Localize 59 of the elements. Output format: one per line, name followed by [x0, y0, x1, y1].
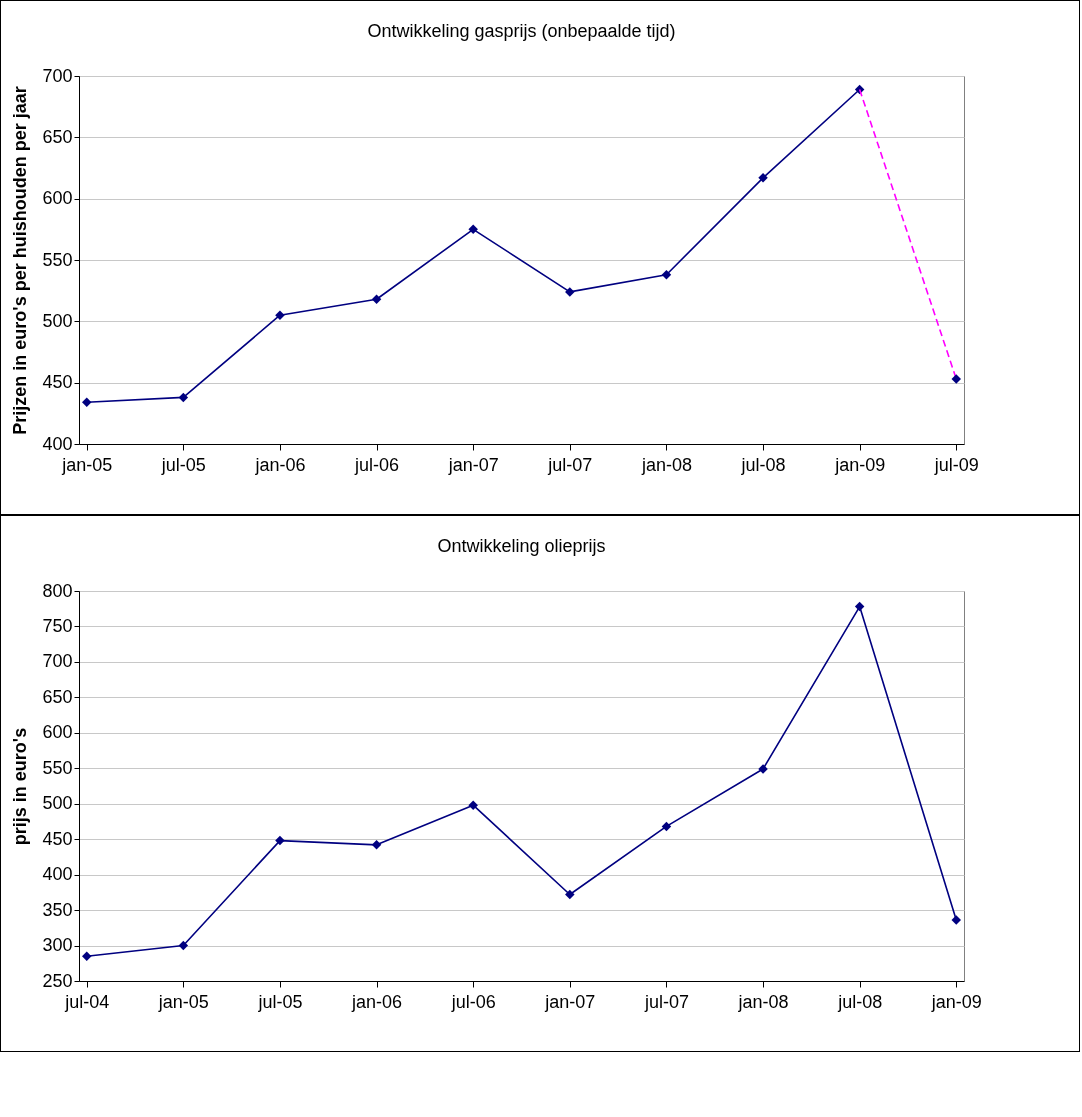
y-tick-label: 650	[42, 126, 73, 147]
chart-title: Ontwikkeling olieprijs	[437, 536, 606, 556]
x-tick-label: jul-09	[933, 454, 979, 475]
point	[468, 224, 478, 235]
x-tick-label: jul-08	[740, 454, 786, 475]
point	[854, 601, 865, 612]
y-axis-title: Prijzen in euro's per huishouden per jaar	[10, 86, 31, 435]
y-tick-label: 400	[42, 433, 73, 454]
x-tick-label: jan-08	[640, 454, 692, 475]
point	[371, 294, 382, 304]
x-tick-label: jan-09	[834, 454, 886, 475]
y-tick-label: 300	[42, 935, 73, 956]
point	[178, 940, 189, 951]
y-tick-label: 350	[42, 899, 73, 920]
x-tick-label: jul-08	[837, 991, 883, 1012]
y-tick-label: 250	[42, 970, 73, 991]
x-tick-label: jul-06	[450, 991, 496, 1012]
y-tick-label: 500	[42, 793, 73, 814]
x-tick-label: jan-09	[930, 991, 982, 1012]
point	[661, 269, 672, 280]
y-tick-label: 450	[42, 372, 73, 393]
x-tick-label: jan-05	[61, 454, 113, 475]
point	[565, 889, 575, 900]
y-tick-label: 400	[42, 864, 73, 885]
x-tick-label: jan-07	[544, 991, 596, 1012]
y-tick-label: 600	[42, 188, 73, 209]
x-tick-label: jul-06	[354, 454, 400, 475]
x-tick-label: jan-05	[157, 991, 209, 1012]
chart-title: Ontwikkeling gasprijs (onbepaalde tijd)	[367, 21, 676, 41]
y-tick-label: 550	[42, 249, 73, 270]
point	[951, 374, 962, 384]
x-tick-label: jul-05	[257, 991, 303, 1012]
y-tick-label: 800	[42, 580, 73, 601]
x-tick-label: jul-04	[64, 991, 110, 1012]
y-tick-label: 600	[42, 722, 73, 743]
point	[565, 287, 575, 297]
point	[371, 840, 382, 850]
point	[178, 392, 189, 403]
x-tick-label: jul-05	[160, 454, 206, 475]
y-tick-label: 500	[42, 310, 73, 331]
y-tick-label: 700	[42, 65, 73, 86]
point	[81, 397, 92, 408]
x-tick-label: jul-07	[547, 454, 593, 475]
x-tick-label: jan-06	[351, 991, 403, 1012]
y-axis-title: prijs in euro's	[10, 727, 31, 846]
x-tick-label: jul-07	[643, 991, 689, 1012]
y-tick-label: 750	[42, 615, 73, 636]
x-tick-label: jan-08	[737, 991, 789, 1012]
point	[275, 835, 285, 846]
y-tick-label: 550	[42, 757, 73, 778]
x-tick-label: jan-07	[447, 454, 499, 475]
point	[81, 951, 92, 961]
point	[661, 821, 672, 832]
y-tick-label: 450	[42, 828, 73, 849]
point	[468, 800, 478, 810]
x-tick-label: jan-06	[254, 454, 306, 475]
point	[951, 915, 962, 925]
y-tick-label: 700	[42, 651, 73, 672]
y-tick-label: 650	[42, 686, 73, 707]
